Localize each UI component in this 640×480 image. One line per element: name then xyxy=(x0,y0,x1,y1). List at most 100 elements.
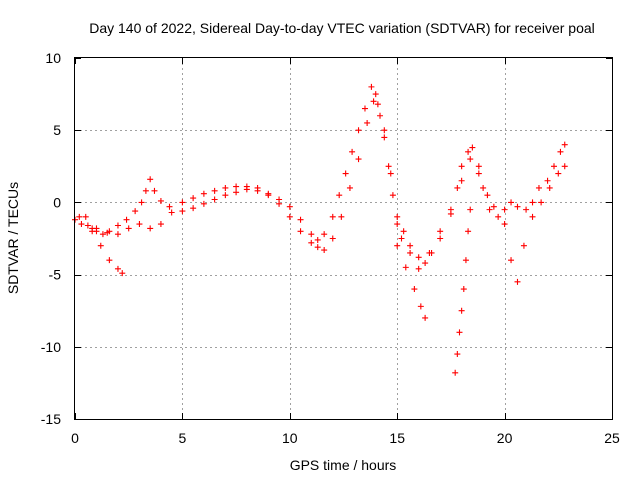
data-point xyxy=(314,244,321,251)
data-point xyxy=(407,242,414,249)
data-point xyxy=(321,231,328,238)
series-branch-drop xyxy=(394,242,429,321)
x-tick-label: 25 xyxy=(604,430,620,446)
data-point xyxy=(417,303,424,310)
data-point xyxy=(467,156,474,163)
data-point xyxy=(398,235,405,242)
data-point xyxy=(508,257,515,264)
data-point xyxy=(437,235,444,242)
data-point xyxy=(458,307,465,314)
data-point xyxy=(394,213,401,220)
data-point xyxy=(157,221,164,228)
data-point xyxy=(458,177,465,184)
data-point xyxy=(97,242,104,249)
y-tick-label: 5 xyxy=(53,122,61,138)
data-series xyxy=(72,83,568,376)
data-point xyxy=(437,228,444,235)
data-point xyxy=(454,184,461,191)
data-point xyxy=(551,163,558,170)
data-point xyxy=(265,192,272,199)
data-point xyxy=(179,208,186,215)
data-point xyxy=(529,213,536,220)
data-point xyxy=(286,213,293,220)
data-point xyxy=(89,228,96,235)
data-point xyxy=(529,199,536,206)
data-point xyxy=(233,183,240,190)
data-point xyxy=(415,265,422,272)
data-point xyxy=(125,225,132,232)
data-point xyxy=(190,195,197,202)
data-point xyxy=(475,170,482,177)
data-point xyxy=(514,203,521,210)
data-point xyxy=(233,189,240,196)
data-point xyxy=(460,286,467,293)
x-tick-label: 10 xyxy=(282,430,298,446)
data-point xyxy=(132,208,139,215)
data-point xyxy=(355,156,362,163)
data-point xyxy=(211,187,218,194)
data-point xyxy=(546,184,553,191)
y-tick-label: -10 xyxy=(41,339,61,355)
data-point xyxy=(394,221,401,228)
data-point xyxy=(484,192,491,199)
data-point xyxy=(179,199,186,206)
data-point xyxy=(136,221,143,228)
x-tick-label: 20 xyxy=(497,430,513,446)
data-point xyxy=(254,187,261,194)
data-point xyxy=(338,213,345,220)
data-point xyxy=(297,228,304,235)
data-point xyxy=(561,163,568,170)
data-point xyxy=(123,216,130,223)
data-point xyxy=(314,236,321,243)
data-point xyxy=(329,235,336,242)
data-point xyxy=(475,163,482,170)
data-point xyxy=(147,225,154,232)
chart-title: Day 140 of 2022, Sidereal Day-to-day VTE… xyxy=(89,20,595,36)
axis-ticks: 0 5 10 15 20 25 -15 -10 -5 0 5 10 xyxy=(41,50,620,446)
data-point xyxy=(342,170,349,177)
grid xyxy=(75,58,612,419)
data-point xyxy=(243,186,250,193)
data-point xyxy=(469,144,476,151)
x-axis-label: GPS time / hours xyxy=(290,457,397,473)
data-point xyxy=(544,177,551,184)
y-tick-label: -15 xyxy=(41,411,61,427)
data-point xyxy=(211,196,218,203)
data-point xyxy=(523,206,530,213)
data-point xyxy=(426,249,433,256)
series-track-b xyxy=(76,98,568,285)
data-point xyxy=(151,187,158,194)
data-point xyxy=(355,127,362,134)
data-point xyxy=(467,206,474,213)
data-point xyxy=(372,91,379,98)
data-point xyxy=(138,199,145,206)
series-branch-early xyxy=(89,228,126,277)
data-point xyxy=(222,184,229,191)
data-point xyxy=(422,314,429,321)
data-point xyxy=(106,257,113,264)
data-point xyxy=(422,260,429,267)
x-tick-label: 0 xyxy=(71,430,79,446)
data-point xyxy=(458,163,465,170)
data-point xyxy=(104,229,111,236)
data-point xyxy=(308,231,315,238)
data-point xyxy=(99,231,106,238)
data-point xyxy=(508,199,515,206)
data-point xyxy=(78,221,85,228)
y-tick-label: -5 xyxy=(49,267,62,283)
data-point xyxy=(561,141,568,148)
data-point xyxy=(377,112,384,119)
data-point xyxy=(501,221,508,228)
data-point xyxy=(387,170,394,177)
data-point xyxy=(402,264,409,271)
data-point xyxy=(93,225,100,232)
data-point xyxy=(389,192,396,199)
data-point xyxy=(456,329,463,336)
data-point xyxy=(321,247,328,254)
data-point xyxy=(346,184,353,191)
data-point xyxy=(336,192,343,199)
data-point xyxy=(168,209,175,216)
x-tick-label: 15 xyxy=(389,430,405,446)
data-point xyxy=(166,203,173,210)
data-point xyxy=(381,127,388,134)
